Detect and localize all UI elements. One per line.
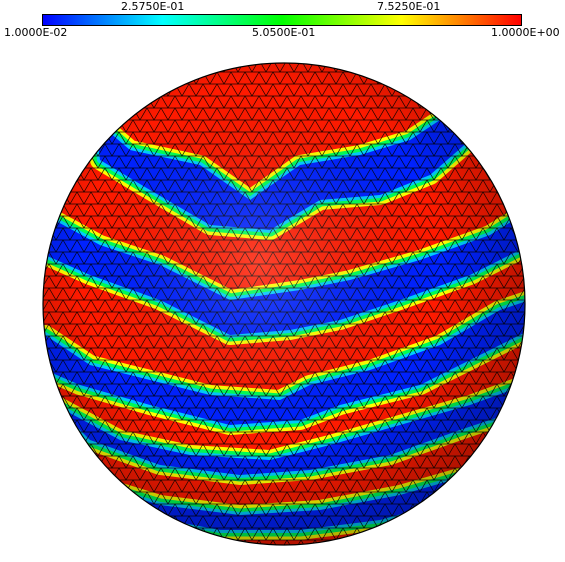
colorbar-tick-label: 2.5750E-01 <box>121 0 185 13</box>
sphere-shading <box>43 63 525 545</box>
colorbar-min-label: 1.0000E-02 <box>4 26 68 39</box>
sphere-surface <box>43 63 525 545</box>
sphere-outline <box>42 62 526 546</box>
colorbar-mid-label: 5.0500E-01 <box>252 26 316 39</box>
colorbar-tick-label: 7.5250E-01 <box>377 0 441 13</box>
colorbar: 2.5750E-01 7.5250E-01 1.0000E-02 5.0500E… <box>0 0 565 42</box>
colorbar-max-label: 1.0000E+00 <box>491 26 560 39</box>
colorbar-gradient <box>42 14 522 26</box>
